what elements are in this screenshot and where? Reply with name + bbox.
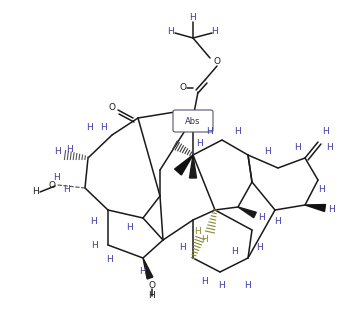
Text: H: H — [323, 127, 329, 136]
Text: O: O — [48, 180, 56, 189]
Text: H: H — [202, 277, 208, 286]
Text: H: H — [232, 247, 238, 256]
Text: H: H — [55, 148, 61, 157]
Text: H: H — [107, 255, 113, 264]
Text: H: H — [258, 214, 265, 223]
Polygon shape — [143, 258, 153, 279]
Text: H: H — [66, 145, 73, 154]
Polygon shape — [305, 205, 326, 211]
Text: H: H — [168, 28, 174, 37]
Text: H: H — [139, 268, 146, 277]
Text: H: H — [180, 243, 187, 253]
Polygon shape — [190, 155, 196, 178]
Text: H: H — [318, 185, 325, 194]
Text: H: H — [149, 290, 155, 299]
Text: H: H — [190, 14, 196, 23]
Text: H: H — [212, 28, 218, 37]
Text: H: H — [33, 188, 39, 197]
Text: H: H — [87, 123, 93, 132]
Text: H: H — [329, 206, 336, 215]
Text: O: O — [213, 57, 221, 67]
Text: O: O — [108, 104, 116, 113]
Text: H: H — [64, 185, 70, 194]
Text: H: H — [91, 218, 98, 227]
Text: H: H — [197, 139, 203, 148]
Text: H: H — [244, 281, 251, 290]
Text: H: H — [295, 144, 301, 153]
Text: H: H — [275, 218, 281, 227]
Text: H: H — [327, 144, 333, 153]
Text: H: H — [257, 243, 263, 253]
Text: O: O — [148, 281, 155, 290]
Text: Abs: Abs — [185, 117, 201, 126]
Polygon shape — [175, 155, 193, 175]
Text: H: H — [195, 228, 202, 237]
Text: H: H — [265, 148, 271, 157]
FancyBboxPatch shape — [173, 110, 213, 132]
Text: H: H — [101, 122, 107, 131]
Text: H: H — [127, 224, 133, 232]
Text: H: H — [219, 281, 225, 290]
Text: H: H — [207, 127, 213, 136]
Text: O: O — [179, 83, 187, 92]
Polygon shape — [238, 207, 256, 218]
Text: H: H — [92, 241, 98, 250]
Text: H: H — [235, 127, 241, 136]
Text: H: H — [54, 174, 60, 183]
Text: H: H — [202, 236, 208, 245]
